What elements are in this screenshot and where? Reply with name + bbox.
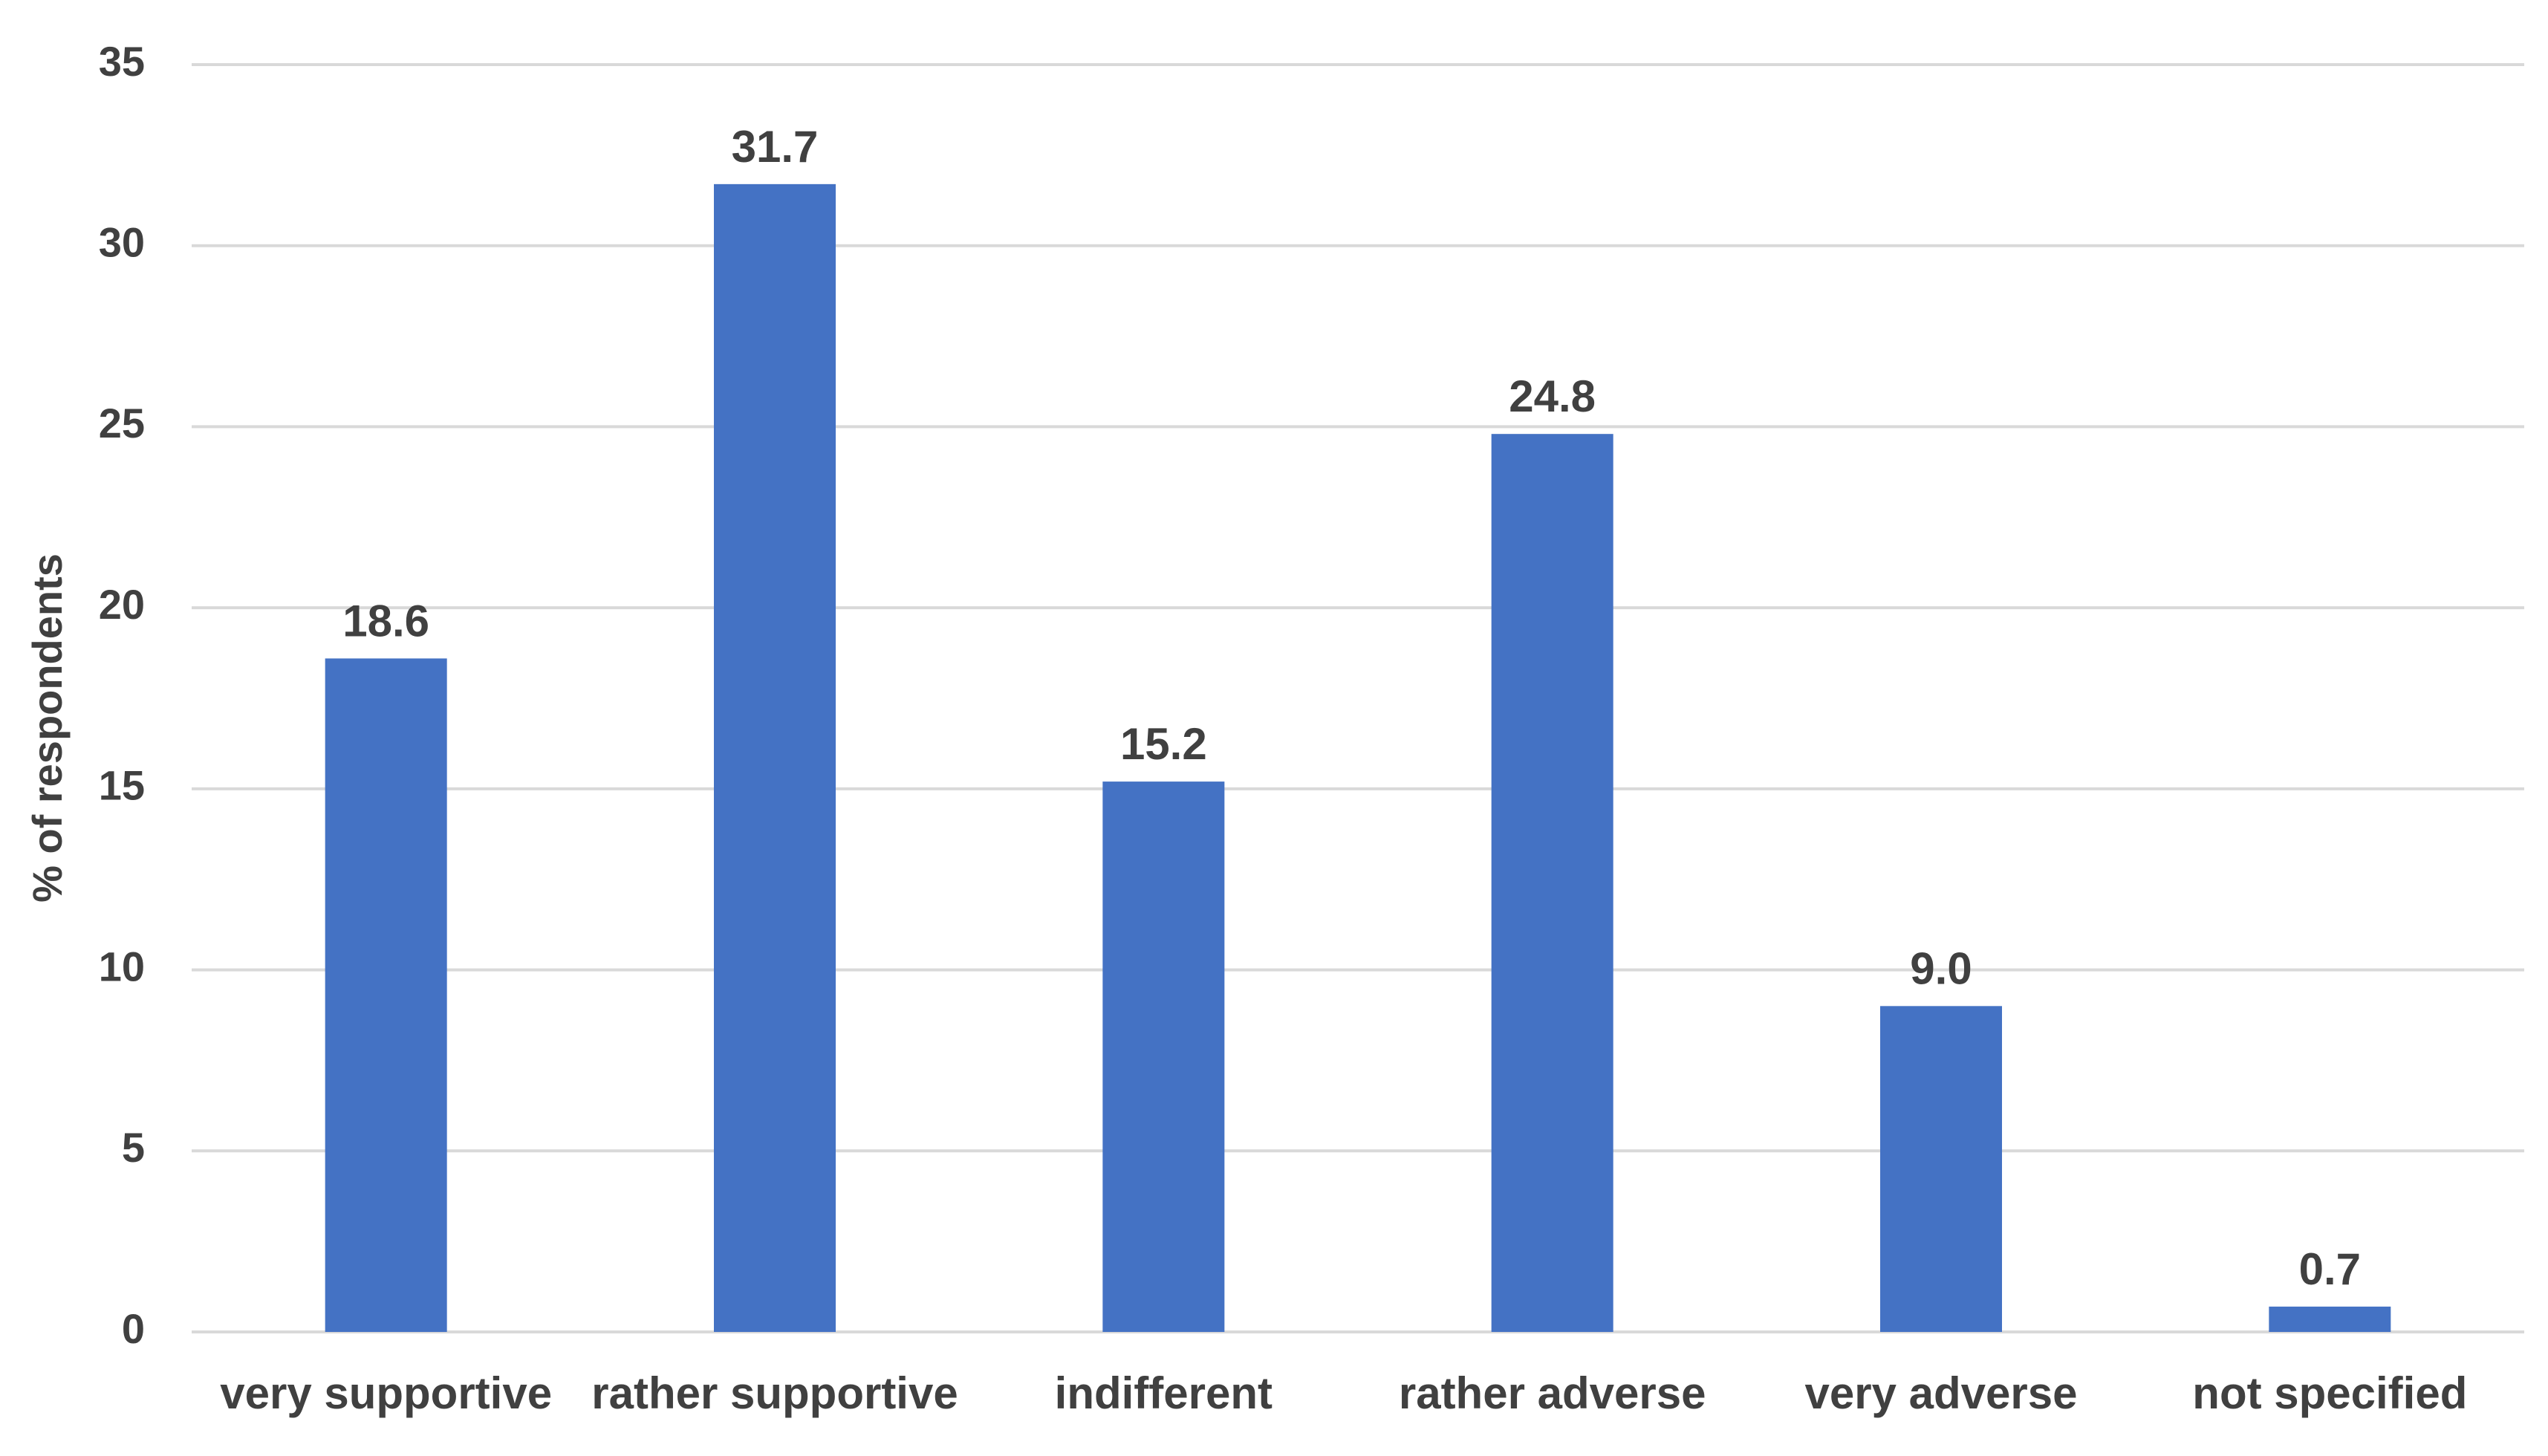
y-tick-label: 15	[99, 762, 145, 809]
data-labels: 18.6 31.7 15.2 24.8 9.0 0.7	[342, 122, 2361, 1294]
y-tick-label: 20	[99, 581, 145, 628]
y-tick-label: 25	[99, 400, 145, 446]
y-tick-label: 5	[122, 1124, 145, 1171]
data-label: 24.8	[1509, 371, 1596, 421]
gridlines	[192, 63, 2524, 1333]
data-label: 18.6	[342, 596, 429, 646]
x-tick-label: indifferent	[1055, 1368, 1273, 1418]
bar	[1880, 1006, 2002, 1332]
x-tick-label: rather adverse	[1399, 1368, 1706, 1418]
x-tick-label: very adverse	[1805, 1368, 2078, 1418]
y-axis-title: % of respondents	[24, 553, 71, 903]
x-tick-label: rather supportive	[591, 1368, 958, 1418]
y-tick-label: 35	[99, 38, 145, 85]
data-label: 15.2	[1120, 719, 1207, 769]
bars	[325, 183, 2391, 1332]
y-tick-label: 30	[99, 219, 145, 266]
y-tick-label: 0	[122, 1305, 145, 1352]
data-label: 0.7	[2299, 1244, 2361, 1294]
y-axis-ticks: 0 5 10 15 20 25 30 35	[99, 38, 145, 1352]
bar	[714, 183, 836, 1332]
bar	[1491, 434, 1613, 1332]
data-label: 9.0	[1910, 943, 1972, 993]
x-tick-label: very supportive	[220, 1368, 552, 1418]
data-label: 31.7	[732, 122, 819, 172]
bar	[2269, 1306, 2391, 1332]
bar	[325, 658, 447, 1332]
x-axis-ticks: very supportive rather supportive indiffer…	[220, 1368, 2467, 1418]
x-tick-label: not specified	[2192, 1368, 2467, 1418]
y-tick-label: 10	[99, 943, 145, 989]
bar	[1102, 781, 1225, 1332]
